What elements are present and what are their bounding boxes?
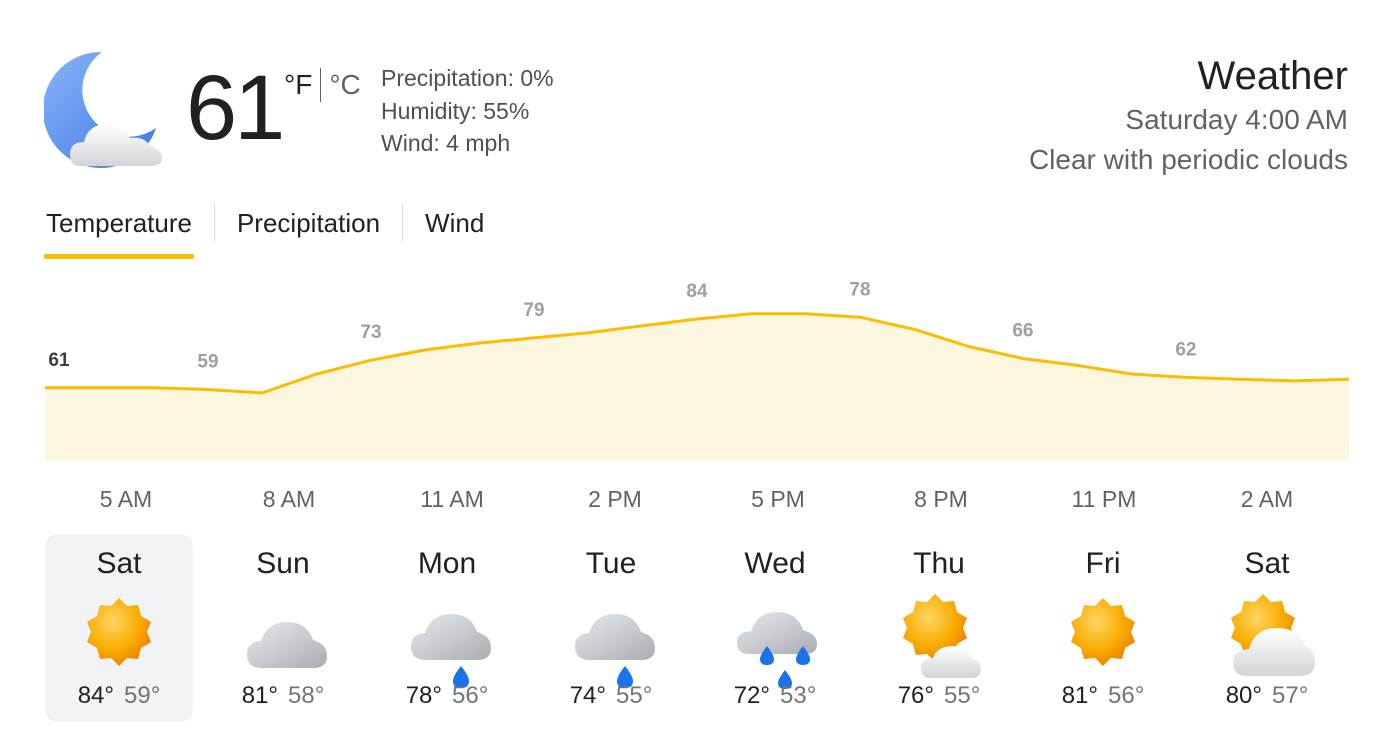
day-temperatures: 72° 53° [701,680,849,712]
high-temp: 78° [405,682,442,709]
temperature-chart: 61 59 73 79 84 78 66 62 [45,279,1349,462]
day-name: Sat [96,547,142,580]
forecast-day[interactable]: Sat 84° 59° [45,534,193,722]
low-temp: 56° [1108,682,1145,709]
sunny-icon [1055,584,1151,680]
wind-text: Wind: 4 mph [381,130,511,156]
celsius-button[interactable]: °C [329,69,361,100]
time-tick: 11 AM [420,486,484,512]
high-temp: 80° [1225,682,1262,709]
data-label: 61 [48,350,70,371]
precipitation-text: Precipitation: 0% [381,65,554,91]
forecast-day[interactable]: Sat 80° 57° [1193,534,1341,722]
time-tick: 5 AM [99,486,153,512]
low-temp: 57° [1272,682,1309,709]
tab-divider [213,204,215,242]
cloudy-icon [235,584,331,680]
time-tick: 11 PM [1071,486,1137,512]
time-tick: 2 PM [588,486,642,512]
time-axis: 5 AM 8 AM 11 AM 2 PM 5 PM 8 PM 11 PM 2 AM [45,482,1349,516]
forecast-day[interactable]: Tue 74° 55° [537,534,685,722]
weather-header: Weather Saturday 4:00 AM Clear with peri… [1029,52,1348,180]
condition-text: Clear with periodic clouds [1028,144,1348,175]
sunny-icon [71,584,167,680]
data-label: 84 [686,281,708,302]
day-name: Sun [256,547,310,580]
time-tick: 8 AM [262,486,316,512]
forecast-day[interactable]: Sun 81° 58° [209,534,357,722]
day-name: Tue [585,547,637,580]
forecast-day[interactable]: Mon 78° 56° [373,534,521,722]
forecast-day[interactable]: Thu 76° 55° [865,534,1013,722]
high-temp: 74° [569,682,606,709]
tab-divider [402,204,404,242]
day-temperatures: 84° 59° [45,680,193,712]
current-details: Precipitation: 0% Humidity: 55% Wind: 4 … [381,62,554,160]
day-name: Thu [913,547,965,580]
day-temperatures: 74° 55° [537,680,685,712]
high-temp: 81° [1061,682,1098,709]
data-label: 62 [1175,339,1196,360]
high-temp: 72° [733,682,770,709]
day-name: Sat [1244,547,1290,580]
data-label: 59 [197,351,218,372]
low-temp: 53° [780,682,817,709]
current-temperature: 61 [186,57,285,159]
unit-toggle: °F °C [284,68,361,102]
day-temperatures: 76° 55° [865,680,1013,712]
data-label: 79 [523,300,544,321]
day-name: Fri [1085,547,1121,580]
day-name: Mon [417,547,477,580]
time-tick: 2 AM [1240,486,1294,512]
tab-temperature[interactable]: Temperature [44,200,194,259]
chart-tabs: Temperature Precipitation Wind [44,200,486,260]
cloud-rain-icon [563,584,659,688]
date-time: Saturday 4:00 AM [1125,104,1348,135]
moon-cloud-icon [42,50,166,170]
day-name: Wed [744,547,806,580]
weather-title: Weather [1197,54,1348,98]
data-label: 73 [360,322,381,343]
low-temp: 58° [288,682,325,709]
day-temperatures: 81° 56° [1029,680,1177,712]
data-label: 66 [1012,321,1033,342]
low-temp: 55° [616,682,653,709]
tab-wind[interactable]: Wind [425,208,485,238]
temperature-line [45,312,1349,395]
data-label: 78 [849,279,870,300]
forecast-day[interactable]: Wed 72° 53° [701,534,849,722]
low-temp: 59° [124,682,161,709]
unit-separator [320,68,322,102]
high-temp: 76° [897,682,934,709]
tab-precipitation[interactable]: Precipitation [236,208,381,238]
high-temp: 84° [77,682,114,709]
mostly-cloudy-icon [1219,584,1315,680]
day-temperatures: 78° 56° [373,680,521,712]
partly-cloudy-icon [891,584,987,680]
time-tick: 5 PM [751,486,805,512]
daily-forecast: Sat 84° 59° Sun 81° 58° Mon 78° 56° Tue 74° 55° Wed 7… [45,534,1357,724]
high-temp: 81° [241,682,278,709]
humidity-text: Humidity: 55% [381,97,530,124]
cloud-rain-icon [399,584,495,688]
low-temp: 55° [944,682,981,709]
day-temperatures: 81° 58° [209,680,357,712]
showers-icon [727,584,823,689]
temperature-area [45,313,1349,460]
forecast-day[interactable]: Fri 81° 56° [1029,534,1177,722]
time-tick: 8 PM [914,486,968,512]
day-temperatures: 80° 57° [1193,680,1341,712]
low-temp: 56° [452,682,489,709]
fahrenheit-button[interactable]: °F [284,69,313,100]
